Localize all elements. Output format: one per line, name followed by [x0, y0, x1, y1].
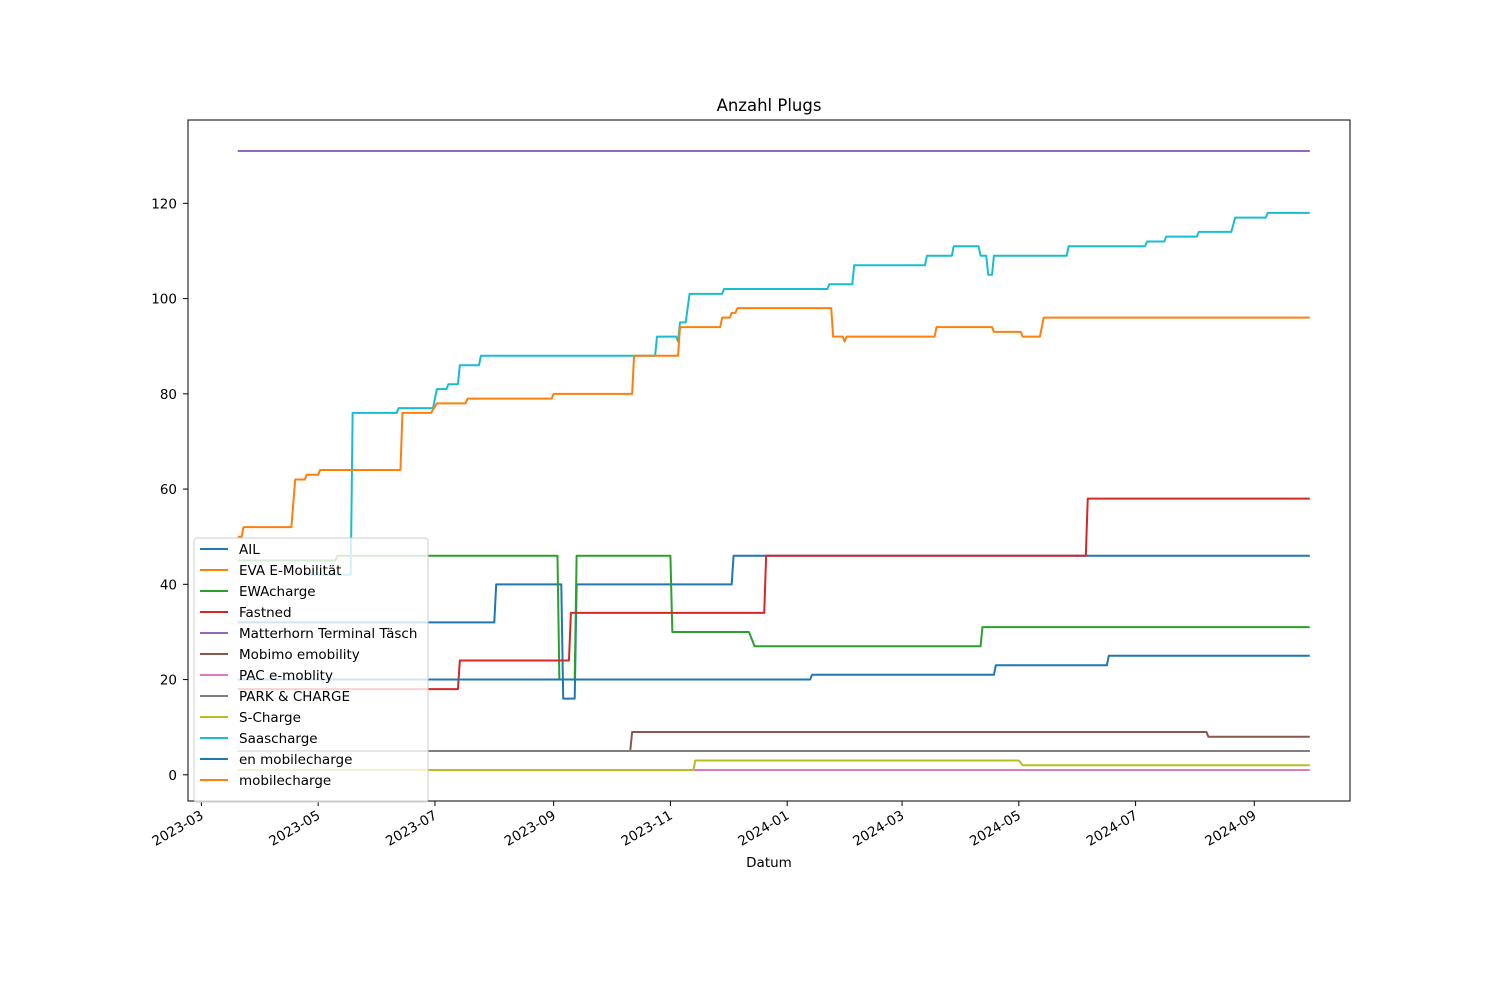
legend-entry[interactable]: AIL	[200, 542, 260, 558]
legend-entry[interactable]: Saascharge	[200, 731, 318, 747]
y-tick-label: 80	[160, 387, 177, 403]
legend-entry[interactable]: Matterhorn Terminal Täsch	[200, 626, 417, 642]
y-tick: 20	[160, 673, 188, 689]
legend-entry[interactable]: PAC e-moblity	[200, 668, 333, 684]
legend-label: PAC e-moblity	[239, 668, 333, 684]
y-tick: 0	[168, 768, 188, 784]
legend-label: mobilecharge	[239, 773, 331, 789]
legend-label: Saascharge	[239, 731, 318, 747]
series-line-s-charge	[237, 759, 1310, 772]
legend-label: EVA E-Mobilität	[239, 563, 341, 579]
y-tick: 40	[160, 577, 188, 593]
legend-label: Fastned	[239, 605, 292, 621]
y-axis: 0 20 40 60 80 100 120	[151, 196, 188, 784]
y-tick-label: 20	[160, 673, 177, 689]
y-tick: 80	[160, 387, 188, 403]
legend-entry[interactable]: EVA E-Mobilität	[200, 563, 341, 579]
legend-label: PARK & CHARGE	[239, 689, 350, 705]
series-line-mobilecharge	[237, 307, 1310, 538]
y-tick-label: 60	[160, 482, 177, 498]
y-tick: 100	[151, 292, 188, 308]
legend-entry[interactable]: mobilecharge	[200, 773, 331, 789]
legend-label: EWAcharge	[239, 584, 316, 600]
legend-box	[193, 537, 429, 803]
series-line-en-mobilecharge	[237, 654, 1310, 681]
legend-entry[interactable]: Mobimo emobility	[200, 647, 360, 663]
legend-label: en mobilecharge	[239, 752, 352, 768]
x-axis-label: Datum	[746, 855, 792, 871]
legend-label: Mobimo emobility	[239, 647, 360, 663]
y-tick-label: 100	[151, 292, 177, 308]
series-line-saascharge	[306, 211, 1310, 576]
y-tick: 60	[160, 482, 188, 498]
chart-title: Anzahl Plugs	[717, 96, 822, 115]
legend-label: S-Charge	[239, 710, 301, 726]
y-tick-label: 120	[151, 196, 177, 212]
legend-entry[interactable]: EWAcharge	[200, 584, 316, 600]
legend-label: AIL	[239, 542, 260, 558]
y-tick: 120	[151, 196, 188, 212]
series-line-ail	[237, 554, 1310, 700]
legend-entry[interactable]: en mobilecharge	[200, 752, 352, 768]
y-tick-label: 0	[168, 768, 177, 784]
plot-frame	[187, 119, 1351, 802]
legend-label: Matterhorn Terminal Täsch	[239, 626, 417, 642]
legend[interactable]: AIL EVA E-Mobilität EWAcharge Fastned Matter…	[193, 537, 429, 803]
legend-entry[interactable]: PARK & CHARGE	[200, 689, 350, 705]
series-line-fastned	[237, 497, 1310, 691]
legend-entry[interactable]: S-Charge	[200, 710, 301, 726]
y-tick-label: 40	[160, 577, 177, 593]
legend-entry[interactable]: Fastned	[200, 605, 292, 621]
